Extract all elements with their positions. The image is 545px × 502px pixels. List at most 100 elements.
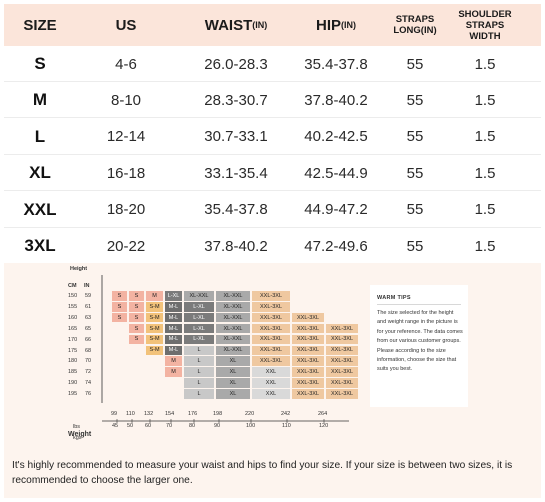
size-grid-cell: XL-XXL: [184, 291, 214, 301]
size-grid-cell: XL-XXL: [216, 312, 250, 323]
size-grid-cell: XXL-3XL: [292, 345, 324, 356]
warm-tips-title: WARM TIPS: [377, 295, 411, 301]
size-grid-cell: XXL-3XL: [292, 323, 324, 334]
height-cm-label: 185: [68, 369, 78, 376]
size-grid-cell: S: [112, 291, 127, 301]
size-grid-cell: M-L: [165, 334, 182, 345]
height-in-label: 68: [85, 347, 92, 354]
straps-long-cell: 55: [406, 201, 424, 219]
weight-kgs-tick: 100: [246, 423, 256, 429]
size-grid-cell: XXL-3XL: [292, 334, 324, 345]
sizing-advice-note: It's highly recommended to measure your …: [12, 460, 513, 486]
height-in-label: 59: [85, 293, 92, 299]
height-in-label: 63: [85, 314, 92, 321]
size-grid-cell: L: [184, 345, 214, 356]
us-size-cell: 18-20: [106, 201, 146, 219]
size-grid-cell: XL-XXL: [216, 323, 250, 334]
size-grid-cell: M-L: [165, 345, 182, 356]
size-grid-cell: XXL-3XL: [252, 301, 290, 312]
size-grid-cell: L-XL: [184, 323, 214, 334]
size-grid-cell: XXL-3XL: [326, 367, 358, 377]
size-grid-cell: L-XL: [184, 312, 214, 323]
size-cell: S: [34, 54, 46, 73]
height-in-label: 72: [85, 369, 92, 376]
chart-axes: [101, 275, 349, 423]
size-grid-cell: M-L: [165, 323, 182, 334]
shoulder-strap-width-cell: 1.5: [474, 201, 496, 219]
waist-cell: 37.8-40.2: [204, 237, 268, 255]
size-grid-cell: S-M: [146, 312, 163, 323]
lbs-label: lbs: [73, 424, 81, 430]
waist-cell: 26.0-28.3: [204, 55, 268, 73]
size-grid-cell: XXL-3XL: [292, 312, 324, 323]
size-cell: M: [32, 90, 48, 110]
size-cell: 3XL: [24, 236, 56, 255]
weight-lbs-tick: 154: [165, 411, 175, 417]
size-grid-cell: S-M: [146, 334, 163, 345]
size-row-xl: XL 16-18 33.1-35.4 42.5-44.9 55 1.5: [4, 155, 541, 192]
height-in-label: 66: [85, 336, 92, 343]
waist-cell: 28.3-30.7: [204, 91, 268, 109]
weight-lbs-tick: 264: [318, 411, 328, 417]
size-grid-cell: S-M: [146, 301, 163, 312]
height-axis-label: Height: [70, 266, 88, 272]
size-table-header: SIZE US WAIST (IN) HIP (IN) STRAPS LONG(IN…: [4, 4, 541, 46]
height-cm-label: 170: [68, 336, 78, 343]
weight-lbs-tick: 242: [281, 411, 291, 417]
straps-long-cell: 55: [406, 91, 424, 109]
waist-cell: 33.1-35.4: [204, 164, 268, 182]
size-cell: XL: [29, 163, 51, 183]
shoulder-strap-width-cell: 1.5: [474, 164, 496, 182]
size-grid-cell: XXL-3XL: [252, 312, 290, 323]
size-grid-cell: XXL-3XL: [252, 334, 290, 345]
size-row-s: S 4-6 26.0-28.3 35.4-37.8 55 1.5: [4, 46, 541, 82]
size-grid-cell: L-XL: [184, 301, 214, 312]
size-cell: XXL: [23, 199, 57, 219]
weight-kgs-tick: 70: [166, 423, 173, 429]
size-grid-cell: S: [129, 301, 144, 312]
weight-lbs-tick: 176: [188, 411, 198, 417]
size-grid-cell: M-L: [165, 312, 182, 323]
size-grid-cell: M: [165, 356, 182, 367]
weight-kgs-tick: 110: [282, 423, 291, 429]
size-row-m: M 8-10 28.3-30.7 37.8-40.2 55 1.5: [4, 82, 541, 119]
size-grid-cell: M: [165, 367, 182, 377]
size-grid-cell: XXL-3XL: [252, 323, 290, 334]
weight-axis-label: Weight: [68, 431, 92, 438]
header-shoulder-straps-width: SHOULDER STRAPS WIDTH: [458, 8, 512, 42]
size-grid-cell: XXL: [252, 367, 290, 377]
height-cm-label: 165: [68, 325, 78, 332]
height-weight-size-chart: Height CM IN Weight lbs kgs 150 59 155 61 16…: [4, 263, 541, 448]
size-grid-cell: XXL-3XL: [292, 356, 324, 367]
shoulder-strap-width-cell: 1.5: [474, 128, 496, 146]
size-grid-cell: XXL-3XL: [326, 345, 358, 356]
straps-long-cell: 55: [406, 164, 424, 182]
fit-guide-panel: Height CM IN Weight lbs kgs 150 59 155 61 16…: [4, 263, 541, 498]
hip-cell: 37.8-40.2: [304, 91, 368, 109]
warm-tips-text: The size selected for the height and wei…: [377, 310, 463, 373]
size-table: SIZE US WAIST (IN) HIP (IN) STRAPS LONG(IN…: [4, 4, 541, 264]
warm-tips-divider: [377, 304, 461, 305]
size-grid-cell: S: [129, 312, 144, 323]
height-cm-label: 195: [68, 391, 78, 398]
us-size-cell: 16-18: [106, 164, 146, 182]
size-grid-cell: XL-XXL: [216, 291, 250, 301]
height-cm-label: 160: [68, 314, 78, 321]
weight-kgs-tick: 120: [319, 423, 329, 429]
size-grid-cell: S: [129, 323, 144, 334]
size-grid-cell: L: [184, 378, 214, 388]
waist-cell: 30.7-33.1: [204, 128, 268, 146]
height-in-label: 74: [85, 380, 92, 387]
height-in-label: 76: [85, 391, 92, 398]
size-grid-cell: S: [129, 334, 144, 345]
size-cell: L: [34, 126, 46, 146]
size-grid-cell: XL-XXL: [216, 345, 250, 356]
size-grid-cell: XXL-3XL: [326, 356, 358, 367]
size-grid-cell: S-M: [146, 323, 163, 334]
size-grid-cell: S: [112, 312, 127, 323]
hip-cell: 44.9-47.2: [304, 201, 368, 219]
size-grid-cell: L: [184, 367, 214, 377]
height-cm-label: 155: [68, 303, 78, 310]
kgs-label: kgs: [73, 435, 82, 441]
height-cm-label: 150: [68, 293, 78, 299]
